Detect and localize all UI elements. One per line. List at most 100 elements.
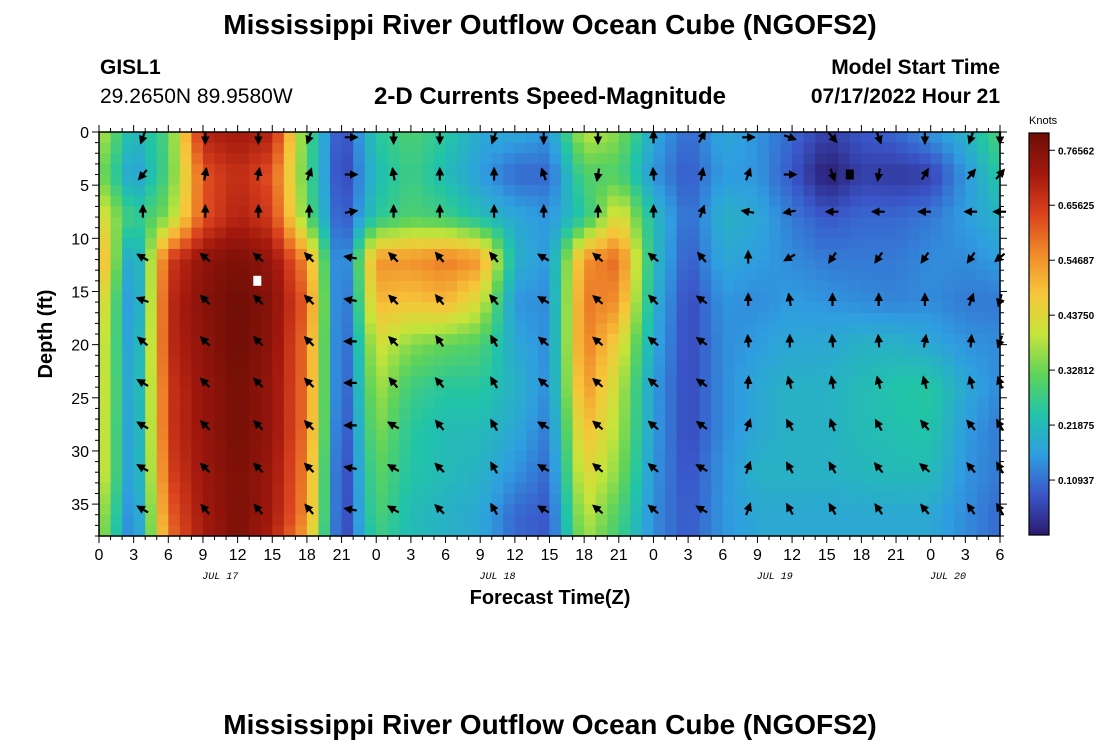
heatmap-cell xyxy=(410,270,424,282)
heatmap-cell xyxy=(792,132,805,144)
x-tick-label: 18 xyxy=(298,547,316,564)
heatmap-cell xyxy=(988,408,1001,420)
heatmap-cell xyxy=(630,344,643,356)
heatmap-cell xyxy=(768,206,782,218)
heatmap-cell xyxy=(214,355,227,367)
heatmap-cell xyxy=(942,365,955,378)
heatmap-cell xyxy=(745,525,759,537)
current-vector-arrow xyxy=(252,377,264,388)
heatmap-cell xyxy=(584,514,597,526)
current-vector-arrow xyxy=(252,462,264,473)
heatmap-cell xyxy=(722,355,735,367)
heatmap-cell xyxy=(445,248,458,261)
heatmap-cell xyxy=(526,312,539,324)
chart-subtitle: 2-D Currents Speed-Magnitude xyxy=(373,83,727,110)
heatmap-cell xyxy=(722,227,735,239)
heatmap-cell xyxy=(445,153,458,165)
heatmap-cell xyxy=(919,174,932,186)
heatmap-cell xyxy=(399,270,412,282)
heatmap-cell xyxy=(214,291,227,303)
heatmap-cell xyxy=(676,419,689,431)
heatmap-cell xyxy=(665,376,678,388)
heatmap-cell xyxy=(803,504,816,516)
heatmap-cell xyxy=(179,450,193,463)
heatmap-cell xyxy=(653,132,666,144)
heatmap-cell xyxy=(330,142,343,154)
heatmap-cell xyxy=(792,450,805,463)
x-tick-label: 6 xyxy=(996,547,1005,564)
heatmap-cell xyxy=(572,504,585,516)
current-vector-arrow xyxy=(536,296,550,305)
heatmap-cell xyxy=(711,142,724,154)
heatmap-cell xyxy=(711,376,724,388)
heatmap-cell xyxy=(272,238,285,250)
heatmap-cell xyxy=(838,397,851,410)
heatmap-cell xyxy=(549,344,562,356)
current-vector-arrow xyxy=(785,461,795,474)
heatmap-cell xyxy=(919,514,932,526)
heatmap-cell xyxy=(122,344,135,356)
heatmap-cell xyxy=(976,280,990,293)
heatmap-cell xyxy=(745,365,759,378)
heatmap-cell xyxy=(572,248,585,261)
heatmap-cell xyxy=(226,376,239,388)
current-vector-arrow xyxy=(828,168,837,182)
x-tick-label: 18 xyxy=(852,547,870,564)
heatmap-cell xyxy=(815,365,828,378)
heatmap-cell xyxy=(584,355,597,367)
heatmap-cell xyxy=(514,185,527,197)
heatmap-cell xyxy=(133,280,146,293)
heatmap-cell xyxy=(318,153,331,165)
heatmap-cell xyxy=(699,450,712,463)
heatmap-cell xyxy=(953,355,966,367)
heatmap-cell xyxy=(768,334,782,346)
heatmap-cell xyxy=(896,376,909,388)
heatmap-cell xyxy=(757,493,770,505)
current-vector-arrow xyxy=(539,167,549,181)
heatmap-cell xyxy=(364,461,377,473)
heatmap-cell xyxy=(491,227,504,239)
heatmap-cell xyxy=(422,174,435,186)
heatmap-cell xyxy=(364,206,377,218)
heatmap-cell xyxy=(457,323,470,335)
heatmap-cell xyxy=(376,493,389,505)
heatmap-cell xyxy=(353,132,366,144)
heatmap-cell xyxy=(330,153,343,165)
heatmap-cell xyxy=(688,312,701,324)
heatmap-cell xyxy=(133,174,146,186)
heatmap-cell xyxy=(133,514,146,526)
heatmap-cell xyxy=(410,280,424,293)
heatmap-cell xyxy=(699,270,712,282)
heatmap-cell xyxy=(133,472,146,484)
heatmap-cell xyxy=(99,461,112,473)
heatmap-cell xyxy=(734,408,747,420)
heatmap-cell xyxy=(745,355,759,367)
heatmap-cell xyxy=(665,142,678,154)
heatmap-cell xyxy=(722,153,735,165)
heatmap-cell xyxy=(318,440,331,452)
heatmap-cell xyxy=(607,132,620,144)
heatmap-cell xyxy=(768,365,782,378)
heatmap-cell xyxy=(768,429,782,441)
heatmap-cell xyxy=(295,174,308,186)
heatmap-cell xyxy=(653,174,666,186)
heatmap-cell xyxy=(353,408,366,420)
heatmap-cell xyxy=(561,450,574,463)
heatmap-cell xyxy=(364,419,377,431)
heatmap-cell xyxy=(549,153,562,165)
heatmap-cell xyxy=(815,174,828,186)
heatmap-cell xyxy=(353,376,366,388)
heatmap-cell xyxy=(133,450,146,463)
heatmap-cell xyxy=(272,472,285,484)
heatmap-cell xyxy=(734,270,747,282)
heatmap-cell xyxy=(942,482,955,495)
heatmap-cell xyxy=(237,419,250,431)
heatmap-cell xyxy=(330,259,343,271)
heatmap-cell xyxy=(353,504,366,516)
heatmap-cell xyxy=(618,365,631,378)
heatmap-cell xyxy=(699,376,712,388)
heatmap-cell xyxy=(734,227,747,239)
heatmap-cell xyxy=(641,525,655,537)
heatmap-cell xyxy=(976,355,990,367)
current-vector-arrow xyxy=(743,418,752,432)
